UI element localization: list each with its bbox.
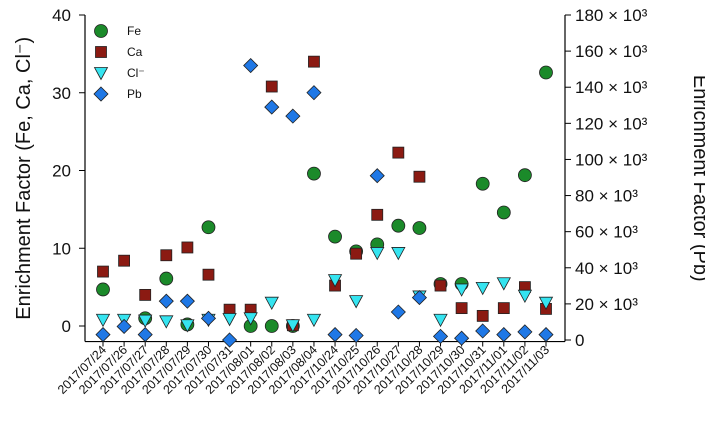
ca-point <box>181 241 194 254</box>
pb-point <box>200 310 217 326</box>
ca-point <box>497 302 510 315</box>
left-tick-label: 0 <box>62 317 71 336</box>
right-tick-label: 40 × 10³ <box>575 259 638 278</box>
pb-point <box>517 324 533 340</box>
axes: 0 10 20 30 40 0 20 × 10³ 40 × 10³ 60 × 10³ 80 × 1… <box>13 6 705 397</box>
legend-pb-label: Pb <box>127 87 142 101</box>
pb-point <box>411 290 427 306</box>
pb-point <box>243 57 259 74</box>
cl-point <box>264 296 279 311</box>
ca-point <box>118 254 130 267</box>
fe-point <box>96 282 110 297</box>
pb-point <box>264 99 280 115</box>
ca-point <box>160 249 173 262</box>
cl-point <box>475 282 490 296</box>
pb-point <box>306 85 322 101</box>
cl-point <box>285 319 301 333</box>
fe-point <box>264 319 279 333</box>
pb-point <box>327 327 343 343</box>
cl-point <box>159 315 174 329</box>
pb-point <box>496 327 512 343</box>
pb-point <box>348 327 364 344</box>
right-axis-title: Enrichment Factor (Pb) <box>689 75 705 282</box>
ca-point <box>434 279 447 292</box>
cl-point <box>517 289 533 304</box>
pb-point <box>454 330 470 346</box>
right-tick-label: 140 × 10³ <box>575 78 648 97</box>
fe-point <box>201 220 216 235</box>
right-tick-label: 80 × 10³ <box>575 187 638 206</box>
ca-point <box>455 302 468 315</box>
pb-point <box>285 108 301 124</box>
right-tick-label: 180 × 10³ <box>575 6 648 25</box>
ca-point <box>476 309 489 322</box>
right-tick-label: 120 × 10³ <box>575 114 648 133</box>
cl-point <box>95 313 111 328</box>
ca-point <box>202 268 215 281</box>
ca-point <box>265 80 278 93</box>
left-tick-label: 30 <box>52 84 71 103</box>
right-tick-label: 100 × 10³ <box>575 150 648 169</box>
right-tick-label: 0 <box>575 331 584 350</box>
legend-ca-label: Ca <box>127 45 143 59</box>
cl-point <box>327 274 343 288</box>
left-tick-label: 40 <box>52 6 71 25</box>
fe-point <box>328 229 342 244</box>
fe-point <box>518 168 532 183</box>
pb-point <box>179 293 195 309</box>
cl-point <box>243 312 258 326</box>
pb-point <box>222 332 238 348</box>
pb-point <box>475 323 491 339</box>
fe-point <box>539 65 553 80</box>
legend: Fe Ca Cl⁻ Pb <box>93 24 145 102</box>
fe-point <box>391 218 406 233</box>
data-points <box>95 55 554 348</box>
fe-point <box>159 271 174 286</box>
cl-point <box>138 314 153 328</box>
legend-pb-marker <box>93 86 109 102</box>
left-axis-title: Enrichment Factor (Fe, Ca, Cl⁻) <box>13 37 35 320</box>
fe-point <box>412 221 427 235</box>
ca-point <box>371 208 384 221</box>
ca-point <box>97 265 109 278</box>
right-tick-label: 60 × 10³ <box>575 223 638 242</box>
legend-cl-marker <box>93 67 109 81</box>
pb-point <box>390 304 406 320</box>
pb-point <box>95 327 111 343</box>
fe-point <box>307 166 321 181</box>
right-tick-label: 20 × 10³ <box>575 295 638 314</box>
cl-point <box>180 319 195 333</box>
ca-point <box>139 288 152 301</box>
pb-point <box>369 168 385 184</box>
pb-point <box>538 327 554 343</box>
cl-point <box>538 296 554 311</box>
pb-point <box>432 328 449 344</box>
cl-point <box>496 277 511 291</box>
pb-point <box>158 293 174 309</box>
cl-point <box>454 283 469 297</box>
pb-point <box>116 318 132 335</box>
cl-point <box>348 295 364 309</box>
cl-point <box>391 247 406 261</box>
fe-point <box>475 176 490 191</box>
right-tick-label: 160 × 10³ <box>575 42 648 61</box>
legend-ca-marker <box>95 46 107 58</box>
left-tick-label: 20 <box>52 162 71 181</box>
left-tick-label: 10 <box>52 239 71 258</box>
legend-cl-label: Cl⁻ <box>127 66 145 80</box>
ca-point <box>350 247 363 260</box>
ca-point <box>308 55 320 68</box>
legend-fe-label: Fe <box>127 24 141 38</box>
ca-point <box>392 146 405 159</box>
cl-point <box>222 313 237 327</box>
pb-point <box>137 327 153 343</box>
fe-point <box>496 205 511 220</box>
legend-fe-marker <box>94 24 108 38</box>
ca-point <box>413 170 426 183</box>
cl-point <box>433 313 448 328</box>
cl-point <box>370 247 385 261</box>
cl-point <box>306 313 322 328</box>
